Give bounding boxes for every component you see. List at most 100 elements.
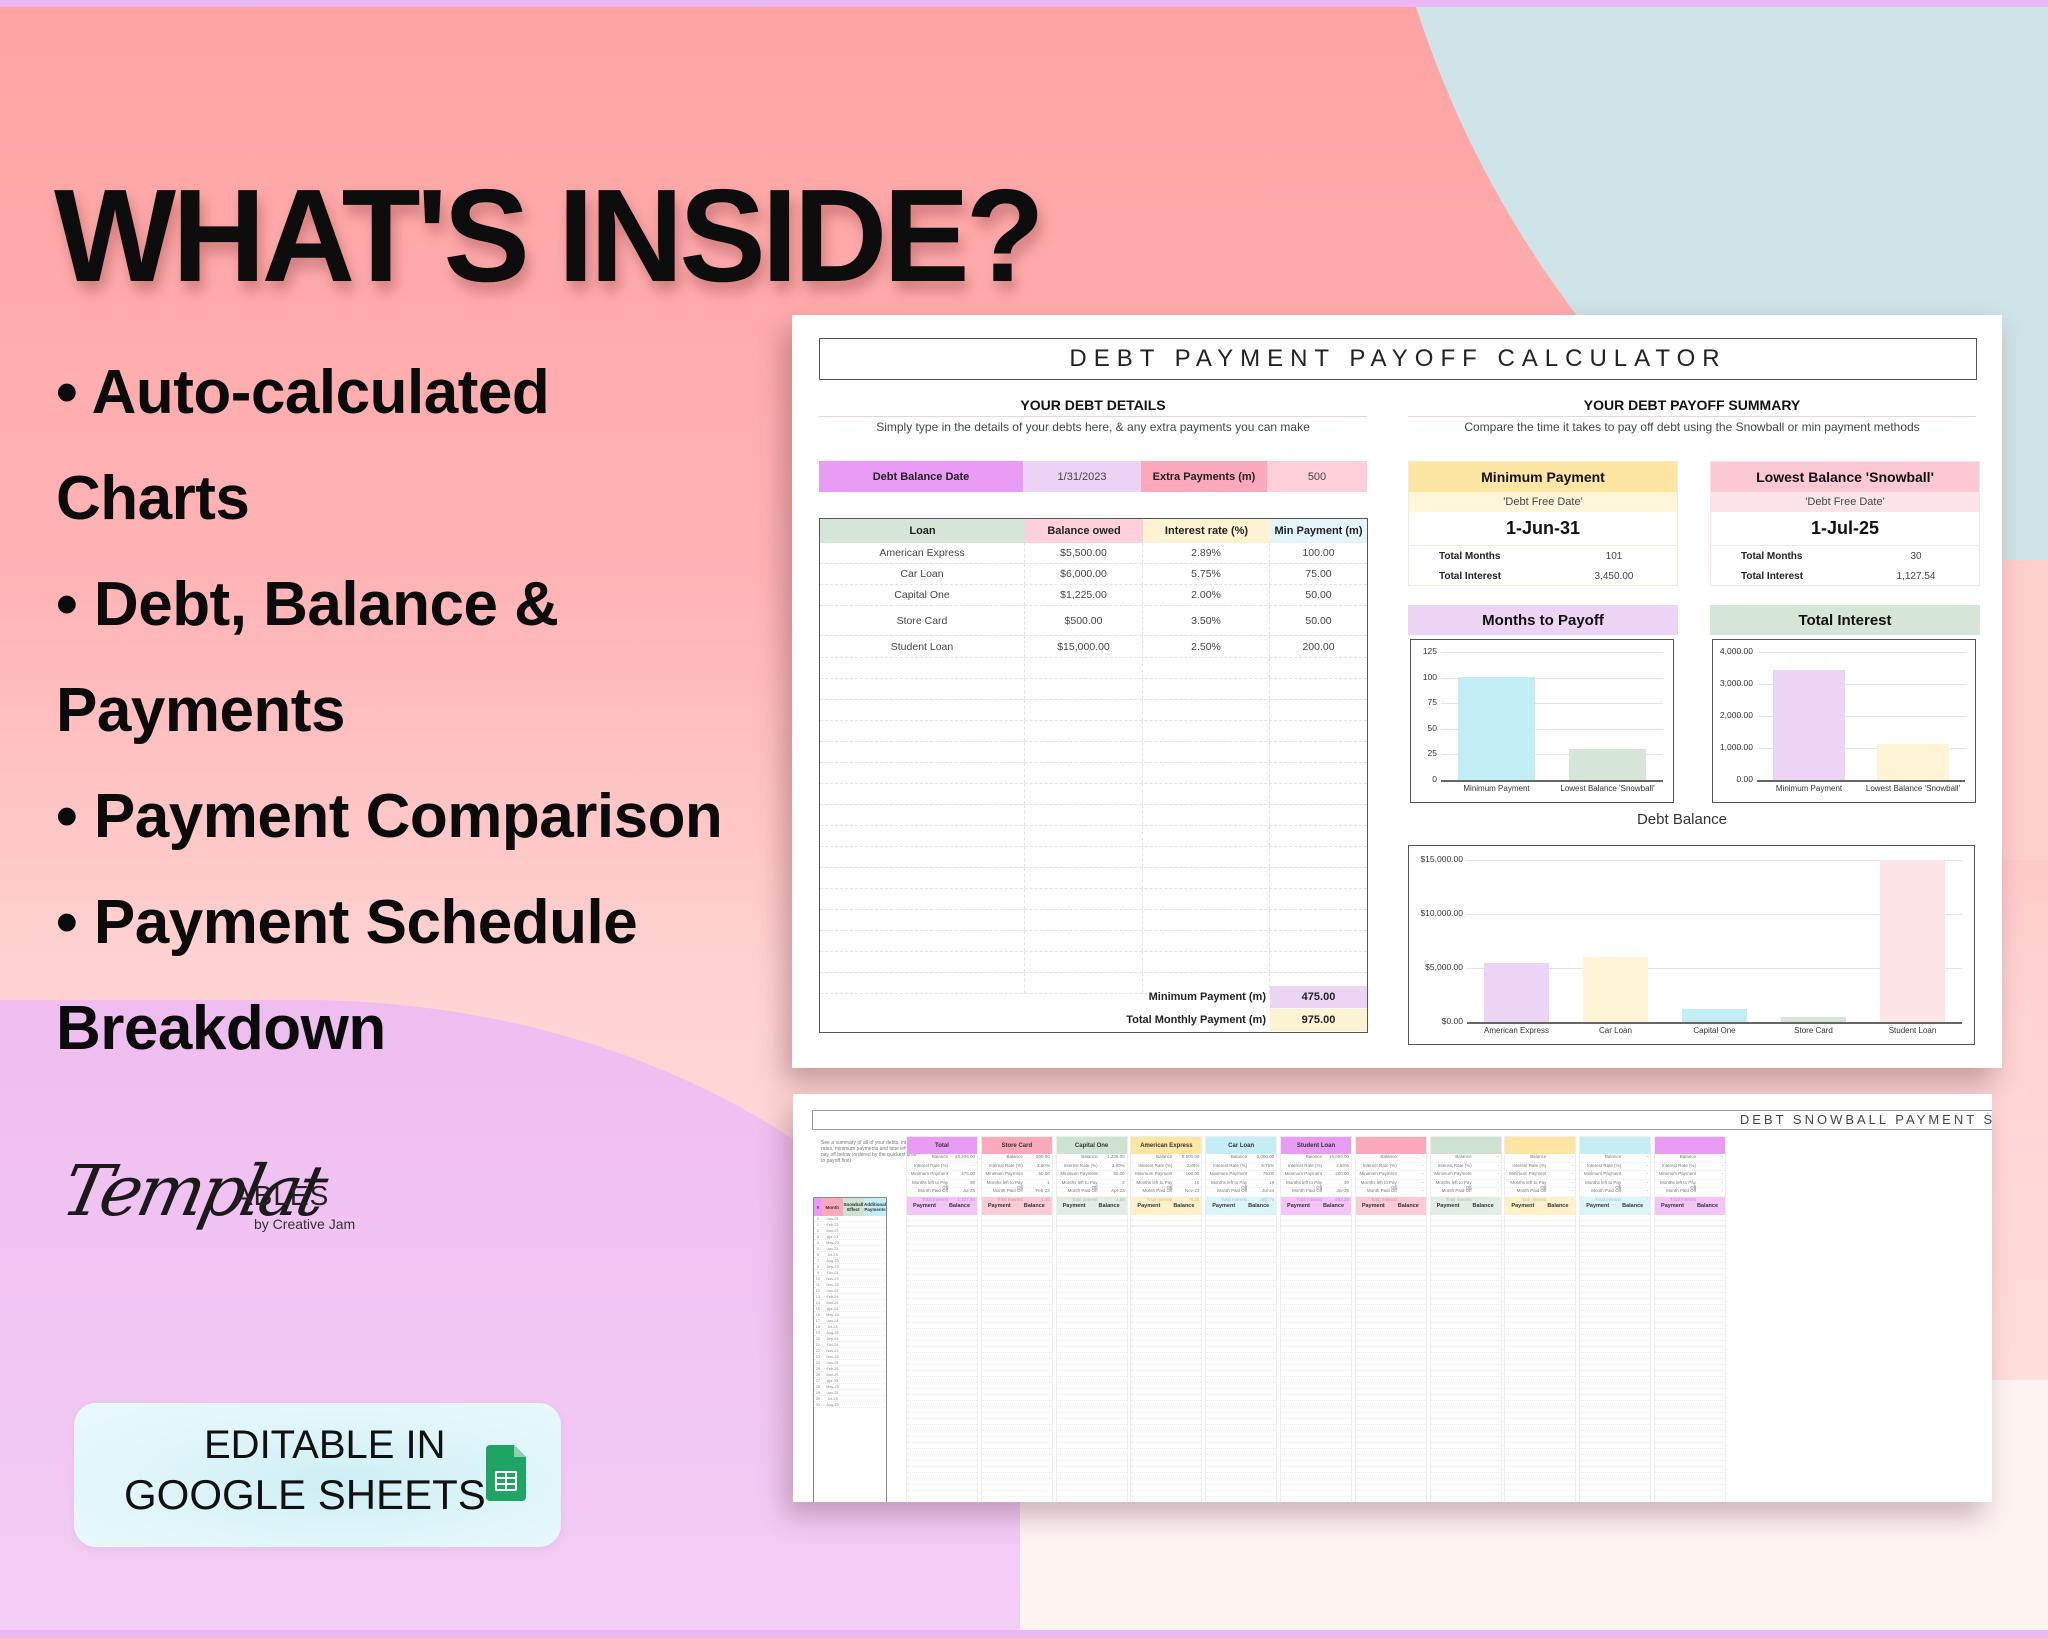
- balance-owed-cell[interactable]: [1025, 973, 1143, 993]
- balance-owed-cell[interactable]: [1025, 742, 1143, 762]
- additional-payment[interactable]: [865, 1300, 886, 1305]
- loan-name-cell[interactable]: [820, 847, 1025, 867]
- min-payment-cell[interactable]: [1270, 742, 1367, 762]
- additional-payment[interactable]: [865, 1360, 886, 1365]
- min-payment-cell[interactable]: 100.00: [1302, 547, 1335, 559]
- min-payment-cell[interactable]: [1270, 700, 1367, 720]
- additional-payment[interactable]: [865, 1228, 886, 1233]
- min-payment-cell[interactable]: [1270, 868, 1367, 888]
- additional-payment[interactable]: [865, 1390, 886, 1395]
- min-payment-cell[interactable]: [1270, 784, 1367, 804]
- interest-rate-cell[interactable]: [1143, 700, 1270, 720]
- balance-owed-cell[interactable]: [1025, 910, 1143, 930]
- interest-rate-cell[interactable]: [1143, 658, 1270, 678]
- interest-rate-cell[interactable]: [1143, 784, 1270, 804]
- balance-owed-cell[interactable]: [1025, 805, 1143, 825]
- interest-rate-cell[interactable]: [1143, 847, 1270, 867]
- loan-name-cell[interactable]: Car Loan: [820, 564, 1025, 584]
- additional-payment[interactable]: [865, 1366, 886, 1371]
- balance-owed-cell[interactable]: [1025, 679, 1143, 699]
- additional-payment[interactable]: [865, 1324, 886, 1329]
- interest-rate-cell[interactable]: [1143, 889, 1270, 909]
- interest-rate-cell[interactable]: [1143, 742, 1270, 762]
- min-payment-cell[interactable]: [1270, 910, 1367, 930]
- min-payment-cell[interactable]: 50.00: [1305, 614, 1332, 627]
- additional-payment[interactable]: [865, 1396, 886, 1401]
- balance-owed-cell[interactable]: [1025, 784, 1143, 804]
- min-payment-cell[interactable]: [1270, 931, 1367, 951]
- balance-owed-cell[interactable]: [1025, 889, 1143, 909]
- balance-owed-cell[interactable]: [1025, 952, 1143, 972]
- interest-rate-cell[interactable]: 2.89%: [1143, 543, 1270, 563]
- additional-payment[interactable]: [865, 1312, 886, 1317]
- loan-name-cell[interactable]: [820, 763, 1025, 783]
- balance-owed-cell[interactable]: [1025, 847, 1143, 867]
- min-payment-cell[interactable]: [1270, 889, 1367, 909]
- balance-owed-cell[interactable]: $1,225.00: [1025, 585, 1143, 605]
- loan-name-cell[interactable]: [820, 952, 1025, 972]
- min-payment-cell[interactable]: 50.00: [1305, 589, 1332, 601]
- loan-name-cell[interactable]: Store Card: [820, 606, 1025, 635]
- interest-rate-cell[interactable]: [1143, 952, 1270, 972]
- additional-payment[interactable]: [865, 1222, 886, 1227]
- interest-rate-cell[interactable]: 2.50%: [1143, 636, 1270, 657]
- debt-balance-date-input[interactable]: 1/31/2023: [1023, 461, 1141, 492]
- interest-rate-cell[interactable]: [1143, 763, 1270, 783]
- loan-name-cell[interactable]: [820, 868, 1025, 888]
- interest-rate-cell[interactable]: 2.00%: [1143, 585, 1270, 605]
- balance-owed-cell[interactable]: [1025, 700, 1143, 720]
- additional-payment[interactable]: [865, 1270, 886, 1275]
- additional-payment[interactable]: [865, 1336, 886, 1341]
- balance-owed-cell[interactable]: [1025, 931, 1143, 951]
- extra-payments-input[interactable]: 500: [1267, 461, 1367, 492]
- additional-payment[interactable]: [865, 1282, 886, 1287]
- min-payment-cell[interactable]: [1270, 952, 1367, 972]
- balance-owed-cell[interactable]: [1025, 721, 1143, 741]
- interest-rate-cell[interactable]: [1143, 973, 1270, 993]
- loan-name-cell[interactable]: [820, 700, 1025, 720]
- balance-owed-cell[interactable]: $15,000.00: [1025, 636, 1143, 657]
- loan-name-cell[interactable]: [820, 658, 1025, 678]
- additional-payment[interactable]: [865, 1294, 886, 1299]
- additional-payment[interactable]: [865, 1234, 886, 1239]
- additional-payment[interactable]: [865, 1318, 886, 1323]
- balance-owed-cell[interactable]: [1025, 826, 1143, 846]
- additional-payment[interactable]: [865, 1342, 886, 1347]
- interest-rate-cell[interactable]: [1143, 721, 1270, 741]
- min-payment-cell[interactable]: 200.00: [1302, 640, 1335, 653]
- interest-rate-cell[interactable]: [1143, 679, 1270, 699]
- interest-rate-cell[interactable]: [1143, 805, 1270, 825]
- balance-owed-cell[interactable]: $500.00: [1025, 606, 1143, 635]
- additional-payment[interactable]: [865, 1246, 886, 1251]
- interest-rate-cell[interactable]: [1143, 931, 1270, 951]
- min-payment-cell[interactable]: [1270, 658, 1367, 678]
- additional-payment[interactable]: [865, 1276, 886, 1281]
- min-payment-cell[interactable]: [1270, 763, 1367, 783]
- min-payment-cell[interactable]: [1270, 721, 1367, 741]
- loan-name-cell[interactable]: [820, 679, 1025, 699]
- interest-rate-cell[interactable]: [1143, 826, 1270, 846]
- interest-rate-cell[interactable]: [1143, 910, 1270, 930]
- additional-payment[interactable]: [865, 1378, 886, 1383]
- additional-payment[interactable]: [865, 1372, 886, 1377]
- balance-owed-cell[interactable]: [1025, 763, 1143, 783]
- min-payment-cell[interactable]: [1270, 847, 1367, 867]
- additional-payment[interactable]: [865, 1354, 886, 1359]
- loan-name-cell[interactable]: [820, 826, 1025, 846]
- min-payment-cell[interactable]: 75.00: [1305, 568, 1332, 580]
- additional-payment[interactable]: [865, 1402, 886, 1407]
- additional-payment[interactable]: [865, 1252, 886, 1257]
- interest-rate-cell[interactable]: 3.50%: [1143, 606, 1270, 635]
- additional-payment[interactable]: [865, 1216, 886, 1221]
- additional-payment[interactable]: [865, 1384, 886, 1389]
- additional-payment[interactable]: [865, 1330, 886, 1335]
- additional-payment[interactable]: [865, 1306, 886, 1311]
- interest-rate-cell[interactable]: 5.75%: [1143, 564, 1270, 584]
- min-payment-cell[interactable]: [1270, 679, 1367, 699]
- loan-name-cell[interactable]: [820, 805, 1025, 825]
- loan-name-cell[interactable]: [820, 910, 1025, 930]
- loan-name-cell[interactable]: [820, 784, 1025, 804]
- loan-name-cell[interactable]: [820, 931, 1025, 951]
- loan-name-cell[interactable]: Student Loan: [820, 636, 1025, 657]
- balance-owed-cell[interactable]: [1025, 658, 1143, 678]
